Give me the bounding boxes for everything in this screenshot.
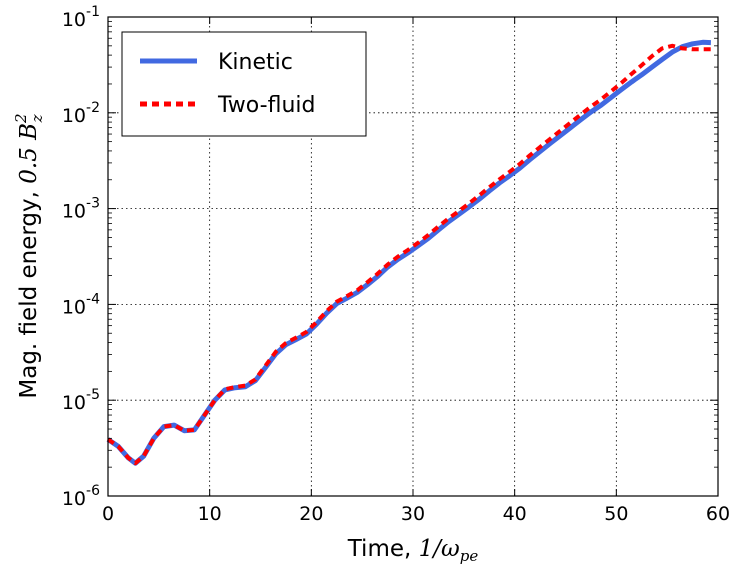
grid (108, 17, 718, 496)
x-tick-label: 20 (299, 503, 323, 525)
series-layer (106, 39, 711, 466)
y-tick-label: 10-6 (62, 483, 100, 510)
y-tick-label: 10-1 (62, 4, 100, 31)
legend: Kinetic Two-fluid (121, 31, 367, 137)
x-tick-label: 0 (102, 503, 114, 525)
x-tick-label: 60 (706, 503, 730, 525)
x-tick-label: 30 (401, 503, 425, 525)
legend-label-kinetic: Kinetic (218, 50, 293, 75)
series-line-two-fluid (106, 43, 711, 466)
x-tick-label: 40 (503, 503, 527, 525)
y-tick-label: 10-2 (62, 100, 100, 127)
x-tick-label: 50 (604, 503, 628, 525)
ticks: 0 10 20 30 40 50 60 10-6 10-5 10-4 10-3 10-2 10-1 (62, 4, 730, 525)
y-tick-label: 10-4 (62, 291, 100, 318)
x-axis-label: Time, 1/ωpe (347, 536, 479, 565)
y-tick-label: 10-3 (62, 196, 100, 223)
y-axis-label: Mag. field energy, 0.5 B2z (12, 113, 46, 398)
x-tick-label: 10 (198, 503, 222, 525)
legend-label-two-fluid: Two-fluid (217, 93, 315, 118)
y-tick-label: 10-5 (62, 387, 100, 414)
legend-box (121, 31, 367, 137)
